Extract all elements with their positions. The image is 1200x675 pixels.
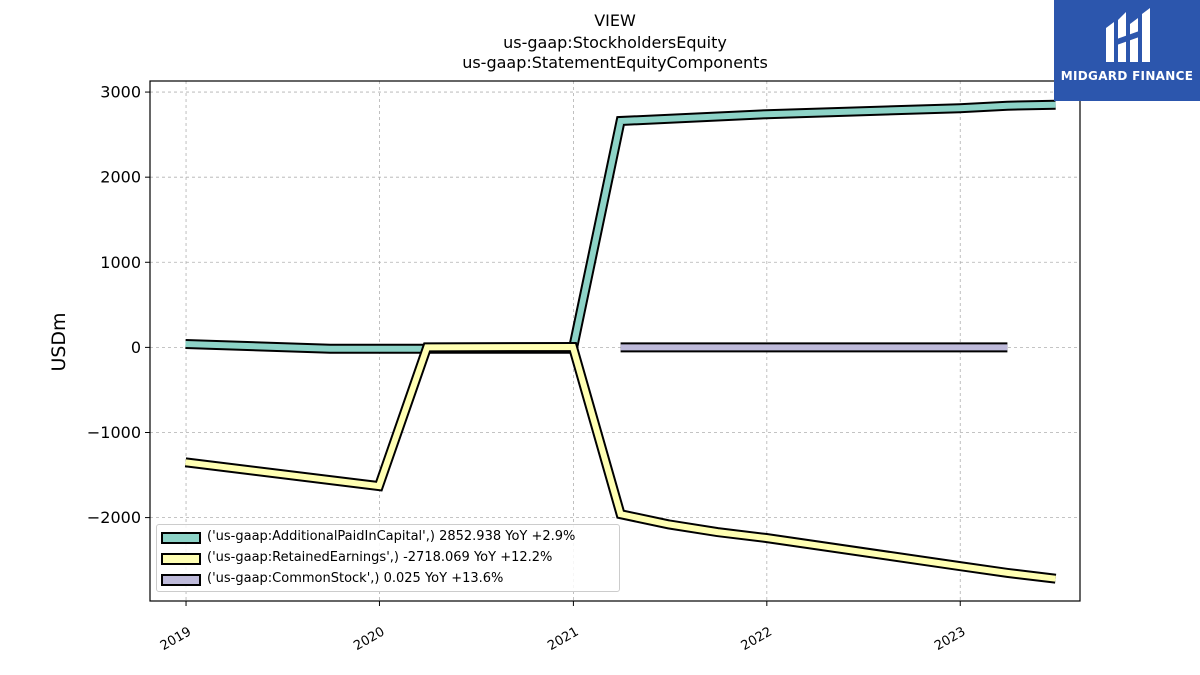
y-tick-label: −2000 xyxy=(87,508,141,527)
legend-label: ('us-gaap:RetainedEarnings',) -2718.069 … xyxy=(207,550,553,565)
y-axis-label: USDm xyxy=(48,312,70,371)
chart-title-line-3: us-gaap:StatementEquityComponents xyxy=(462,53,768,72)
legend-label: ('us-gaap:CommonStock',) 0.025 YoY +13.6… xyxy=(207,571,504,586)
logo-mark-icon xyxy=(1106,8,1150,62)
y-tick-label: 1000 xyxy=(100,253,141,272)
series-outline xyxy=(185,99,1056,354)
legend-swatch xyxy=(161,532,201,544)
y-tick-label: 0 xyxy=(131,338,141,357)
chart-title-line-2: us-gaap:StockholdersEquity xyxy=(503,33,727,52)
legend-label: ('us-gaap:AdditionalPaidInCapital',) 285… xyxy=(207,529,576,544)
legend-swatch xyxy=(161,553,201,565)
legend-swatch xyxy=(161,574,201,586)
x-tick-label: 2021 xyxy=(545,624,581,654)
x-tick-label: 2019 xyxy=(158,624,194,654)
plot-frame xyxy=(149,80,1081,602)
x-tick-label: 2022 xyxy=(739,624,775,654)
series-line xyxy=(185,343,1056,582)
brand-logo: MIDGARD FINANCE xyxy=(1054,0,1200,101)
x-tick-label: 2020 xyxy=(351,624,387,654)
y-tick-label: 3000 xyxy=(100,83,141,102)
chart-legend: ('us-gaap:AdditionalPaidInCapital',) 285… xyxy=(156,524,620,592)
y-tick-label: −1000 xyxy=(87,423,141,442)
x-tick-label: 2023 xyxy=(932,624,968,654)
y-tick-label: 2000 xyxy=(100,168,141,187)
chart-title-line-1: VIEW xyxy=(594,11,636,30)
series-line xyxy=(185,101,1056,352)
series-layer xyxy=(184,99,1057,584)
logo-text: MIDGARD FINANCE xyxy=(1060,69,1194,83)
